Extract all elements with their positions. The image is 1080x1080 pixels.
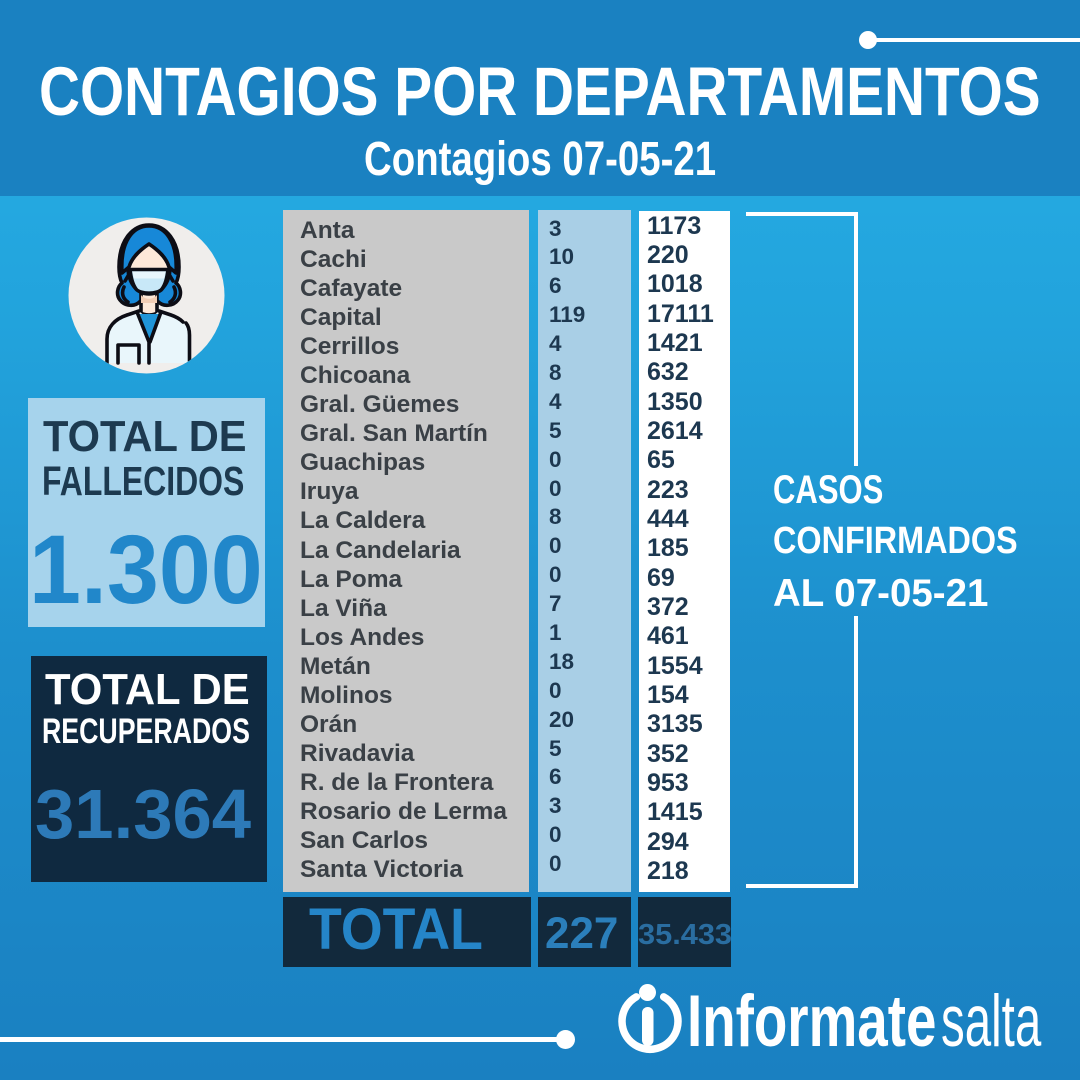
svg-text:Informate: Informate (687, 980, 936, 1061)
svg-text:salta: salta (941, 981, 1042, 1063)
